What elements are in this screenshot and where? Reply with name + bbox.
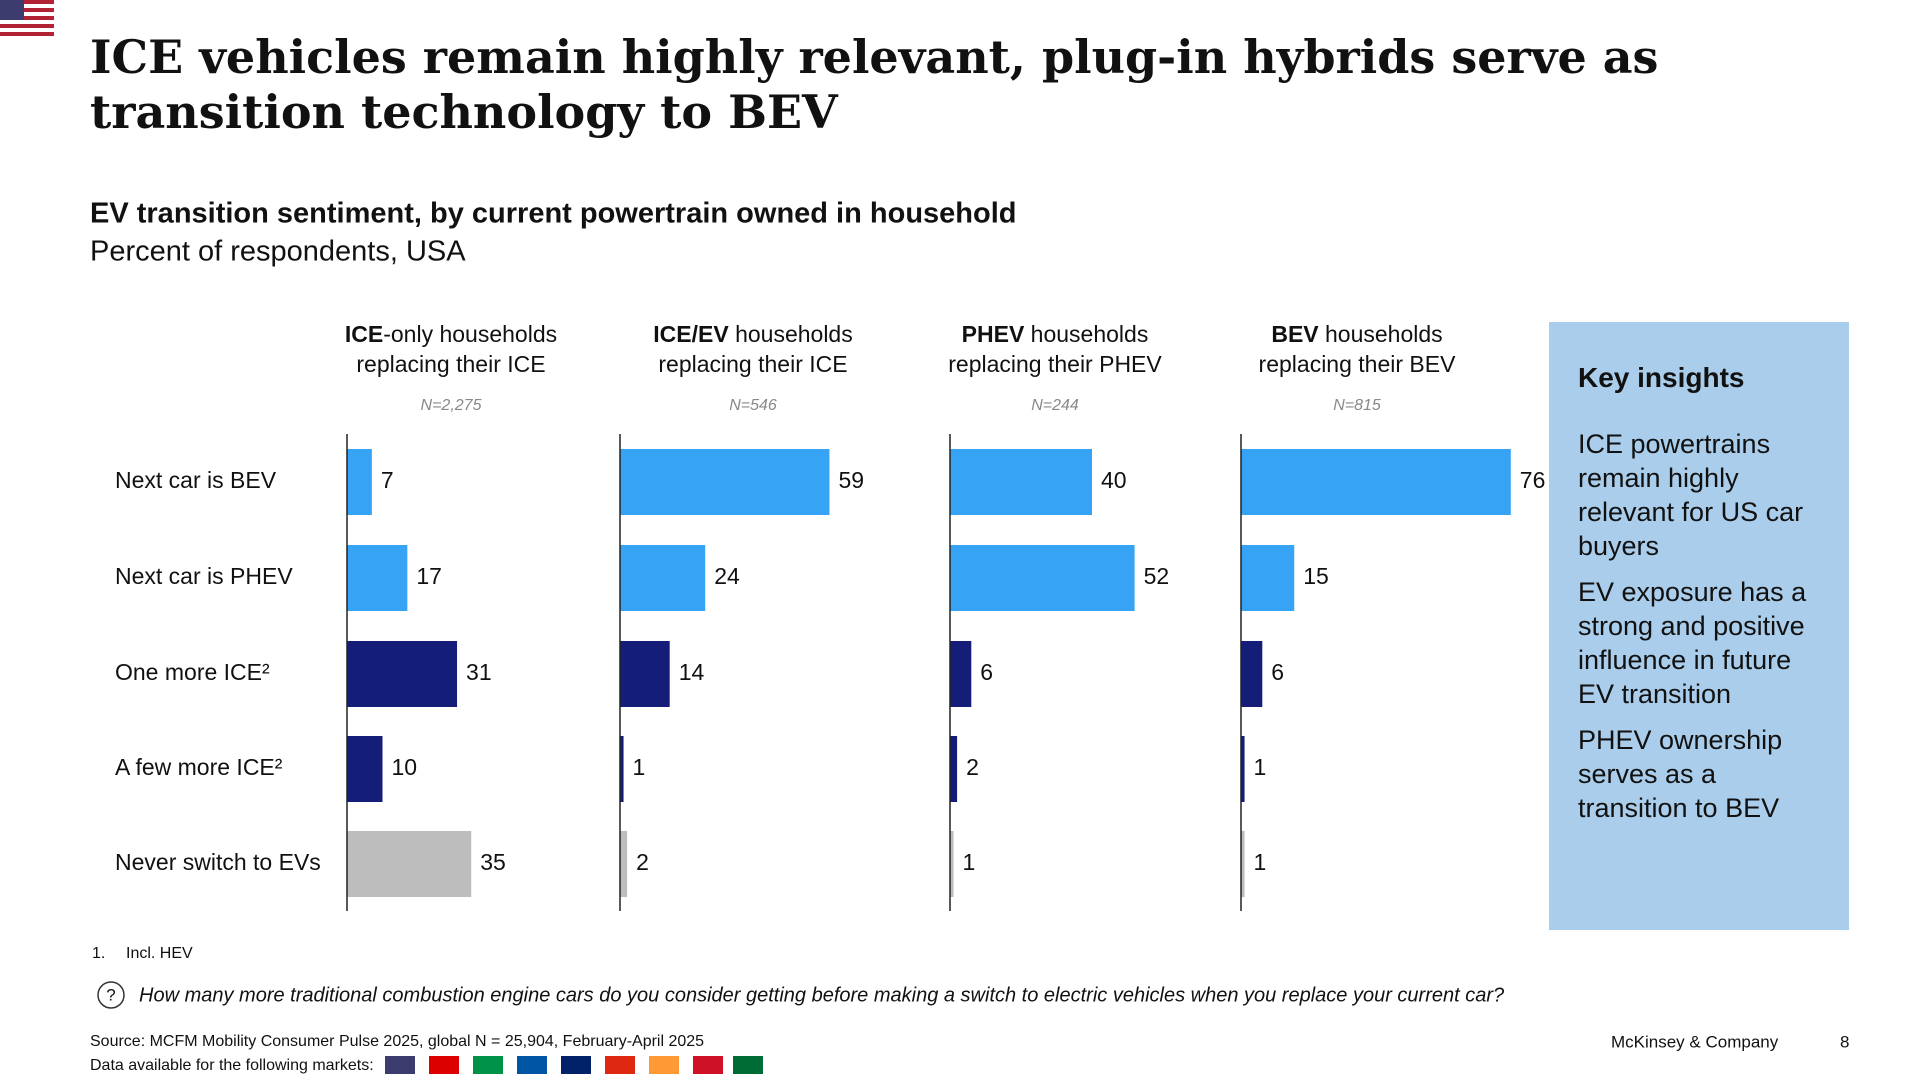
value-label: 10 <box>392 754 418 780</box>
bar <box>1241 736 1245 802</box>
bar <box>620 831 628 897</box>
category-label: Next car is PHEV <box>115 563 293 589</box>
value-label: 6 <box>1271 659 1284 685</box>
panel-header: PHEV households <box>962 321 1149 347</box>
question-icon <box>97 981 125 1009</box>
panel-header-rest: households <box>729 321 853 347</box>
bar <box>347 831 472 897</box>
question-mark-glyph: ? <box>106 985 115 1004</box>
sample-size: N=244 <box>1031 397 1079 414</box>
insights-title: Key insights <box>1578 362 1745 393</box>
value-label: 1 <box>963 849 976 875</box>
bar <box>1241 831 1245 897</box>
panel-header-line2: replacing their BEV <box>1259 351 1457 377</box>
bar <box>950 449 1092 515</box>
source: Source: MCFM Mobility Consumer Pulse 202… <box>90 1033 704 1050</box>
category-label: Next car is BEV <box>115 467 277 493</box>
panel-header-bold: PHEV <box>962 321 1025 347</box>
category-label: A few more ICE² <box>115 754 283 780</box>
bar <box>620 736 624 802</box>
unit-line: Percent of respondents, USA <box>90 236 466 268</box>
bar <box>347 545 408 611</box>
bar <box>950 736 958 802</box>
page-number: 8 <box>1840 1032 1849 1051</box>
value-label: 1 <box>1254 754 1267 780</box>
sample-size: N=546 <box>729 397 777 414</box>
value-label: 1 <box>1254 849 1267 875</box>
bar <box>950 641 972 707</box>
bar <box>347 736 383 802</box>
panel-header-bold: ICE <box>345 321 383 347</box>
chart-subtitle: EV transition sentiment, by current powe… <box>90 198 1017 230</box>
bar <box>620 641 670 707</box>
value-label: 24 <box>714 563 740 589</box>
insight: ICE powertrains remain highly relevant f… <box>1578 429 1804 561</box>
bar <box>950 545 1135 611</box>
value-label: 17 <box>416 563 442 589</box>
panel-header-line2: replacing their ICE <box>658 351 847 377</box>
panel-header-bold: BEV <box>1271 321 1319 347</box>
panel-header-line2: replacing their ICE <box>356 351 545 377</box>
value-label: 7 <box>381 467 394 493</box>
category-label: One more ICE² <box>115 659 270 685</box>
panel-header-rest: -only households <box>383 321 557 347</box>
chart-title-line2: transition technology to BEV <box>90 85 839 139</box>
bar <box>950 831 954 897</box>
bar <box>1241 449 1511 515</box>
panel-header-rest: households <box>1319 321 1443 347</box>
footnote: Incl. HEV <box>126 945 193 962</box>
bar <box>347 641 458 707</box>
brand: McKinsey & Company <box>1611 1032 1779 1051</box>
panel-header: ICE/EV households <box>653 321 852 347</box>
bar <box>620 545 706 611</box>
value-label: 35 <box>480 849 506 875</box>
value-label: 59 <box>838 467 864 493</box>
value-label: 15 <box>1303 563 1329 589</box>
category-label: Never switch to EVs <box>115 849 321 875</box>
value-label: 2 <box>966 754 979 780</box>
value-label: 2 <box>636 849 649 875</box>
bar <box>347 449 372 515</box>
sample-size: N=815 <box>1333 397 1381 414</box>
bar <box>1241 641 1263 707</box>
footnote-number: 1. <box>92 945 105 962</box>
value-label: 52 <box>1144 563 1170 589</box>
panel-header-line2: replacing their PHEV <box>948 351 1162 377</box>
chart: Next car is BEV Next car is PHEV One more … <box>115 321 1545 911</box>
market-flags <box>385 1056 763 1074</box>
value-label: 31 <box>466 659 492 685</box>
panel-header-rest: households <box>1024 321 1148 347</box>
value-label: 6 <box>980 659 993 685</box>
chart-title: ICE vehicles remain highly relevant, plu… <box>90 30 1658 84</box>
panel-header-bold: ICE/EV <box>653 321 729 347</box>
insight: EV exposure has a strong and positive in… <box>1578 577 1807 709</box>
sample-size: N=2,275 <box>421 397 482 414</box>
key-insights: Key insights ICE powertrains remain high… <box>1549 322 1849 930</box>
panel-header: ICE-only households <box>345 321 557 347</box>
bar <box>1241 545 1295 611</box>
markets: Data available for the following markets… <box>90 1057 374 1074</box>
question: How many more traditional combustion eng… <box>139 984 1505 1006</box>
bar <box>620 449 830 515</box>
us-flag <box>0 0 54 36</box>
value-label: 76 <box>1520 467 1546 493</box>
insight: PHEV ownership serves as a transition to… <box>1578 725 1783 823</box>
value-label: 40 <box>1101 467 1127 493</box>
value-label: 14 <box>679 659 705 685</box>
value-label: 1 <box>633 754 646 780</box>
panel-header: BEV households <box>1271 321 1442 347</box>
